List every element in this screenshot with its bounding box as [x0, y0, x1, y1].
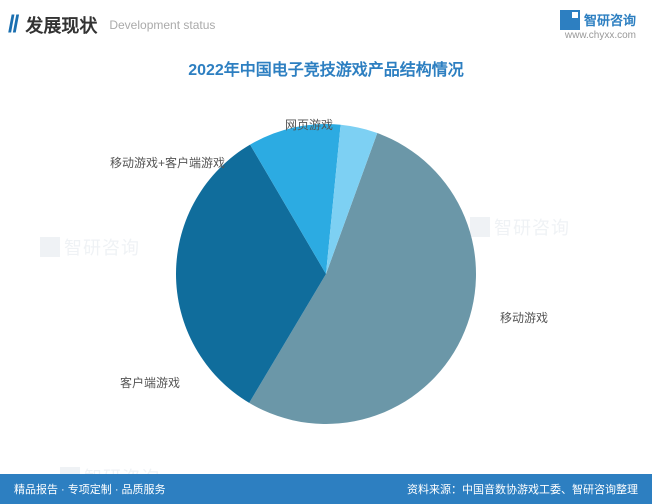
chart-title: 2022年中国电子竞技游戏产品结构情况	[0, 56, 652, 80]
slice-label: 移动游戏+客户端游戏	[110, 154, 225, 171]
brand-url: www.chyxx.com	[560, 30, 636, 41]
chart-area: 移动游戏客户端游戏移动游戏+客户端游戏网页游戏智研咨询智研咨询智研咨询智研咨询	[0, 84, 652, 464]
header-right: 智研咨询 www.chyxx.com	[560, 10, 636, 41]
header-title-en: Development status	[109, 18, 215, 32]
slice-label: 网页游戏	[285, 116, 333, 133]
brand-name: 智研咨询	[584, 10, 636, 29]
brand-logo-icon	[560, 10, 580, 30]
slice-label: 移动游戏	[500, 309, 548, 326]
header-left: // 发展现状 Development status	[8, 11, 215, 39]
watermark: 智研咨询	[470, 214, 570, 240]
slice-label: 客户端游戏	[120, 374, 180, 391]
header-accent-icon: //	[8, 11, 17, 39]
footer-left: 精品报告 · 专项定制 · 品质服务	[14, 481, 166, 497]
footer-right: 资料来源：中国音数协游戏工委、智研咨询整理	[407, 481, 638, 497]
header: // 发展现状 Development status 智研咨询 www.chyx…	[0, 0, 652, 48]
brand: 智研咨询	[560, 10, 636, 30]
footer: 精品报告 · 专项定制 · 品质服务 资料来源：中国音数协游戏工委、智研咨询整理	[0, 474, 652, 504]
watermark: 智研咨询	[40, 234, 140, 260]
header-title-cn: 发展现状	[25, 12, 97, 38]
